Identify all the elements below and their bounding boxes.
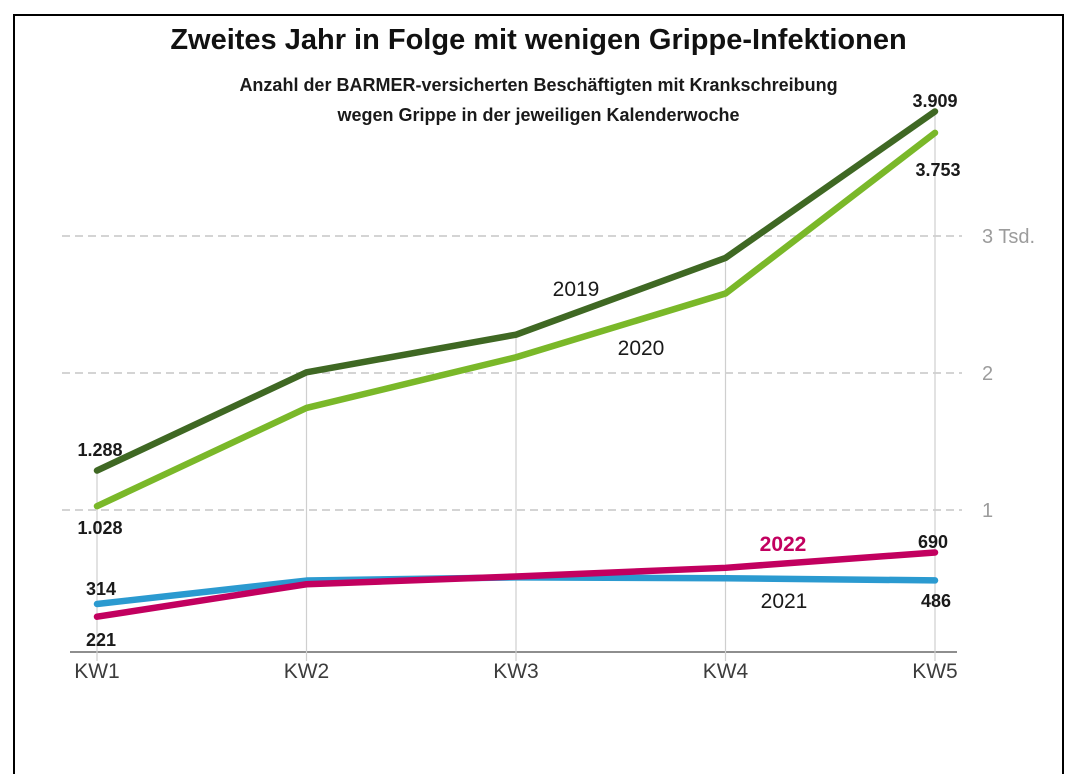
value-label-first-2022: 221 — [86, 630, 116, 650]
x-tick-label-KW4: KW4 — [703, 660, 749, 683]
value-label-first-2019: 1.288 — [77, 440, 122, 460]
value-label-last-2019: 3.909 — [912, 91, 957, 111]
series-label-2020: 2020 — [618, 337, 665, 360]
x-tick-label-KW2: KW2 — [284, 660, 330, 683]
y-scale-label-3000: 3 Tsd. — [982, 226, 1035, 248]
value-label-first-2021: 314 — [86, 579, 116, 599]
flu-infections-line-chart: 1 2 3 Tsd. KW1 KW2 KW3 KW4 KW5 1.288 3.909 2019 1.0… — [62, 91, 1035, 683]
x-tick-label-KW1: KW1 — [74, 660, 120, 683]
x-tick-label-KW3: KW3 — [493, 660, 539, 683]
chart-title: Zweites Jahr in Folge mit wenigen Grippe… — [170, 24, 907, 56]
series-line-2022 — [93, 549, 939, 620]
y-scale-label-1000: 1 — [982, 500, 993, 522]
chart-subtitle-line1: Anzahl der BARMER-versicherten Beschäfti… — [239, 75, 838, 95]
value-label-first-2020: 1.028 — [77, 518, 122, 538]
chart-subtitle-line2: wegen Grippe in der jeweiligen Kalenderw… — [337, 105, 740, 125]
series-label-2022: 2022 — [760, 533, 807, 556]
chart-subtitle: Anzahl der BARMER-versicherten Beschäfti… — [13, 70, 1064, 130]
value-label-last-2020: 3.753 — [915, 160, 960, 180]
series-label-2019: 2019 — [553, 278, 600, 301]
x-tick-label-KW5: KW5 — [912, 660, 958, 683]
y-scale-label-2000: 2 — [982, 363, 993, 385]
series-label-2021: 2021 — [761, 590, 808, 613]
series-line-2019 — [93, 108, 939, 474]
value-label-last-2021: 486 — [921, 591, 951, 611]
value-label-last-2022: 690 — [918, 532, 948, 552]
series-line-2020 — [93, 129, 939, 510]
